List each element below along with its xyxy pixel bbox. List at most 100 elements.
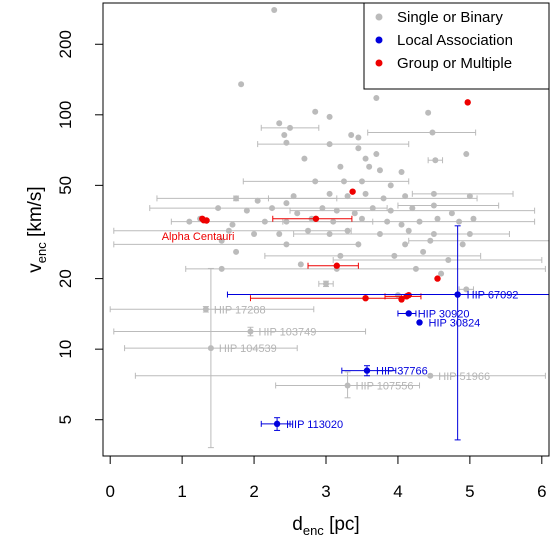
grey-point xyxy=(276,231,283,238)
grey-point xyxy=(432,157,439,164)
grey-point xyxy=(373,94,380,101)
grey-point xyxy=(405,227,412,234)
legend-marker xyxy=(375,36,383,44)
grey-point xyxy=(470,215,477,222)
grey-point xyxy=(398,169,405,176)
grey-point xyxy=(271,7,278,14)
plot-marks: HIP 17288 HIP 103749 HIP 104539 HIP 51966 HI… xyxy=(109,7,549,449)
grey-annotated-point xyxy=(247,328,254,335)
grey-point xyxy=(281,132,288,139)
grey-point xyxy=(434,215,441,222)
grey-point xyxy=(466,193,473,200)
grey-point xyxy=(283,218,290,225)
red-point xyxy=(362,294,369,302)
grey-point xyxy=(416,218,423,225)
y-axis: 5 10 20 50 100 200 xyxy=(56,30,103,424)
red-point xyxy=(434,275,441,282)
grey-point xyxy=(254,197,261,204)
x-axis: 0 1 2 3 4 5 6 xyxy=(105,456,547,501)
y-axis-title-unit: [km/s] xyxy=(25,186,46,242)
grey-point xyxy=(358,178,365,185)
legend-label: Single or Binary xyxy=(397,9,503,26)
grey-point xyxy=(344,227,351,234)
grey-point xyxy=(283,139,290,146)
grey-annotated-point xyxy=(427,372,434,379)
grey-point-label: HIP 51966 xyxy=(438,371,490,383)
grey-point xyxy=(351,210,358,217)
grey-point xyxy=(355,145,362,152)
grey-point-label: HIP 17288 xyxy=(214,304,266,316)
grey-point xyxy=(218,237,225,244)
grey-point xyxy=(463,286,470,293)
grey-point xyxy=(369,205,376,212)
x-tick-label: 4 xyxy=(393,482,402,501)
red-point xyxy=(200,217,207,224)
grey-point xyxy=(425,109,432,116)
red-point xyxy=(312,215,320,222)
legend-marker xyxy=(375,13,383,21)
grey-point xyxy=(276,120,283,127)
grey-point xyxy=(355,241,362,248)
grey-point xyxy=(376,231,383,238)
grey-point xyxy=(402,241,409,248)
x-axis-title-sub: enc xyxy=(303,523,324,538)
grey-point xyxy=(366,163,373,170)
grey-point xyxy=(326,141,333,148)
grey-point xyxy=(283,241,290,248)
red-point xyxy=(349,188,356,195)
grey-point xyxy=(430,202,437,209)
grey-point xyxy=(326,231,333,238)
grey-point xyxy=(456,218,463,225)
blue-point xyxy=(363,367,371,374)
grey-point xyxy=(463,151,470,158)
grey-point xyxy=(312,108,319,115)
grey-point xyxy=(283,200,290,207)
legend-box xyxy=(363,2,550,90)
y-tick-label: 200 xyxy=(56,30,75,58)
grey-point xyxy=(438,270,445,277)
blue-point-label: HIP 30920 xyxy=(418,308,470,320)
grey-point xyxy=(398,221,405,228)
grey-annotated-point xyxy=(202,306,209,313)
grey-point xyxy=(337,163,344,170)
grey-point xyxy=(427,237,434,244)
grey-point xyxy=(448,210,455,217)
grey-point xyxy=(186,218,193,225)
grey-point xyxy=(225,227,232,234)
grey-point xyxy=(373,151,380,158)
grey-point xyxy=(384,218,391,225)
x-axis-title: denc [pc] xyxy=(292,514,359,538)
x-tick-label: 2 xyxy=(249,482,258,501)
red-point xyxy=(464,99,471,106)
grey-point xyxy=(218,265,225,272)
legend-label: Local Association xyxy=(397,32,513,49)
grey-point xyxy=(301,155,308,162)
blue-point xyxy=(405,310,412,317)
grey-point-label: HIP 107556 xyxy=(356,380,414,392)
x-tick-label: 5 xyxy=(465,482,474,501)
grey-point xyxy=(233,195,240,202)
blue-point-label: HIP 67092 xyxy=(467,290,519,302)
grey-point xyxy=(430,231,437,238)
x-tick-label: 0 xyxy=(105,482,114,501)
blue-point-label: HIP 113020 xyxy=(286,419,343,431)
x-axis-title-main: d xyxy=(292,514,303,535)
grey-point xyxy=(348,132,355,139)
grey-point xyxy=(269,205,276,212)
grey-point xyxy=(362,155,369,162)
grey-point xyxy=(238,81,245,88)
grey-point xyxy=(355,134,362,141)
y-tick-label: 10 xyxy=(56,340,75,359)
grey-point xyxy=(233,248,240,255)
grey-point xyxy=(251,231,258,238)
grey-point-label: HIP 103749 xyxy=(258,326,316,338)
red-point xyxy=(405,291,412,299)
y-axis-title: venc [km/s] xyxy=(25,186,49,272)
blue-point xyxy=(454,291,461,298)
grey-point xyxy=(294,210,301,217)
plot-layer: HIP 17288 HIP 103749 HIP 104539 HIP 51966 HI… xyxy=(109,7,549,449)
grey-point-label: HIP 104539 xyxy=(219,343,277,355)
legend: Single or Binary Local Association Group o… xyxy=(363,2,550,90)
x-tick-label: 6 xyxy=(537,482,546,501)
